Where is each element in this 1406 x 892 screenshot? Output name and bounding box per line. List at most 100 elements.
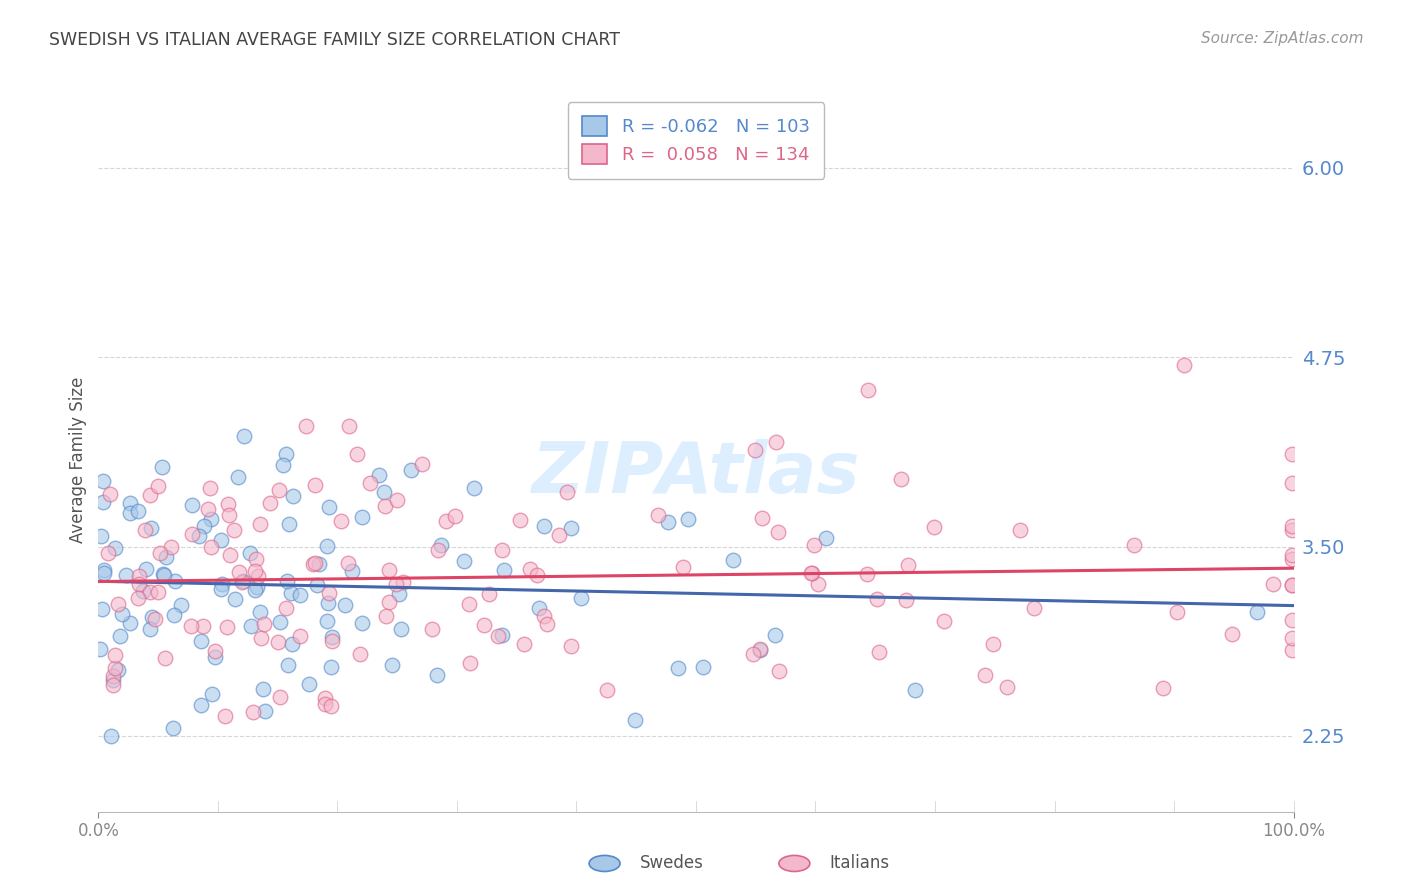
Point [855,567,877,582]
Point [181,526,204,541]
Text: Source: ZipAtlas.com: Source: ZipAtlas.com [1201,31,1364,46]
Point [647,508,669,522]
Point [526,567,548,582]
Point [350,509,373,524]
Text: Swedes: Swedes [640,855,703,872]
Point [193,519,215,533]
Point [555,484,578,499]
Point [239,546,262,560]
Point [513,637,536,651]
Point [314,697,336,711]
Point [128,577,150,591]
Point [152,568,174,582]
Point [249,516,271,531]
Point [281,637,304,651]
Point [297,677,319,691]
Point [1281,523,1303,537]
Point [97,546,120,560]
Point [93,563,115,577]
Point [180,619,202,633]
Point [146,478,169,492]
Point [509,513,531,527]
Point [277,657,299,672]
Point [163,607,186,622]
Point [204,650,226,665]
Point [321,699,343,714]
Point [149,546,172,560]
Point [218,548,240,562]
Point [120,506,142,520]
Point [155,650,177,665]
Point [381,658,404,673]
Point [1173,358,1195,372]
Point [91,495,114,509]
Point [249,605,271,619]
Point [321,633,343,648]
Point [492,563,515,577]
Point [800,566,823,581]
Point [198,481,221,495]
Point [672,559,695,574]
Point [104,661,127,675]
Point [224,591,246,606]
Point [252,681,274,696]
Point [426,667,449,681]
Point [657,515,679,529]
Point [305,578,328,592]
Point [101,678,124,692]
Point [856,383,879,397]
Point [316,596,339,610]
Point [676,511,699,525]
Point [1281,476,1303,491]
Point [93,566,115,581]
Point [741,647,763,661]
Point [224,523,246,537]
Point [457,597,479,611]
Point [318,500,340,514]
Point [815,532,838,546]
Point [91,474,114,488]
Point [890,472,912,486]
Point [101,669,124,683]
Point [336,556,359,570]
Point [894,592,917,607]
Point [624,714,647,728]
Point [463,482,485,496]
Point [374,499,396,513]
Point [934,614,956,628]
Point [170,598,193,612]
Point [315,539,337,553]
Point [214,708,236,723]
Point [519,562,541,576]
Point [103,673,125,687]
Point [751,510,773,524]
Point [1010,523,1032,537]
Point [866,591,889,606]
Point [1220,627,1243,641]
Point [226,470,249,484]
Point [190,698,212,712]
Point [748,642,770,657]
Point [897,558,920,572]
Point [981,638,1004,652]
Point [443,509,465,524]
Point [478,587,501,601]
Point [139,622,162,636]
Point [1263,577,1285,591]
Point [304,557,326,571]
Point [922,520,945,534]
Point [321,630,343,644]
Point [321,660,343,674]
Text: SWEDISH VS ITALIAN AVERAGE FAMILY SIZE CORRELATION CHART: SWEDISH VS ITALIAN AVERAGE FAMILY SIZE C… [49,31,620,49]
Point [1152,681,1174,695]
Point [768,664,790,678]
Point [180,498,202,512]
Point [1022,600,1045,615]
Legend: R = -0.062   N = 103, R =  0.058   N = 134: R = -0.062 N = 103, R = 0.058 N = 134 [568,102,824,178]
Point [201,687,224,701]
Point [111,607,134,621]
Point [1281,519,1303,533]
Point [308,558,330,572]
Point [269,483,291,497]
Point [247,568,270,582]
